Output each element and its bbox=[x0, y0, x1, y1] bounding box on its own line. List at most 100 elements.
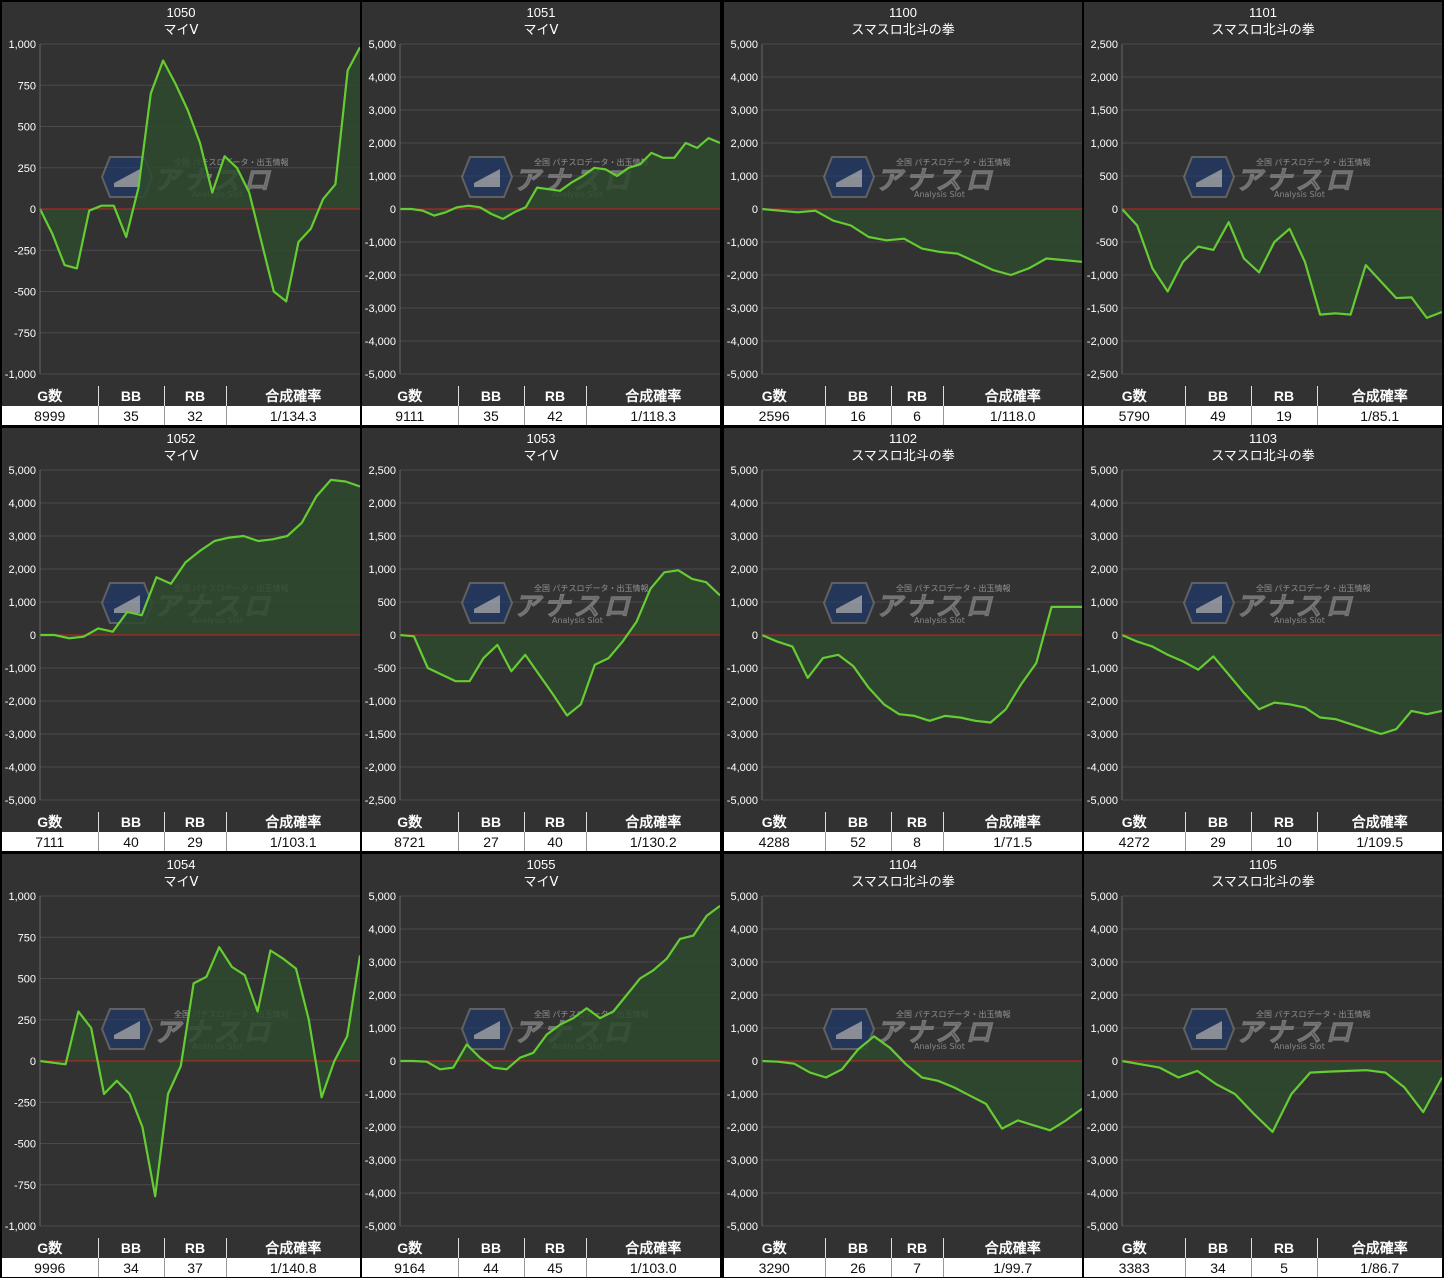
value-bb: 49 bbox=[1185, 406, 1252, 425]
y-tick-label: 4,000 bbox=[730, 72, 758, 84]
y-tick-label: -500 bbox=[374, 663, 396, 675]
header-rate: 合成確率 bbox=[586, 386, 720, 406]
header-bb: BB bbox=[458, 812, 525, 832]
chart: 1103 スマスロ北斗の拳 5,000 4,000 3,000 2,000 1,000 0 -1… bbox=[1087, 431, 1442, 807]
y-tick-label: -1,000 bbox=[5, 663, 36, 675]
y-tick-label: 5,000 bbox=[8, 465, 36, 477]
area-fill bbox=[1122, 1061, 1442, 1132]
y-tick-label: 1,000 bbox=[8, 891, 36, 903]
watermark-tagline: 全国 パチスロデータ・出玉情報 bbox=[534, 583, 649, 593]
header-rb: RB bbox=[524, 812, 587, 832]
area-fill bbox=[40, 47, 360, 302]
machine-number: 1103 bbox=[1249, 431, 1277, 446]
header-games: G数 bbox=[1084, 812, 1186, 832]
chart: 1055 マイV 5,000 4,000 3,000 2,000 1,000 0 -1,000 -… bbox=[365, 857, 720, 1233]
header-rb: RB bbox=[891, 386, 944, 406]
y-tick-label: -4,000 bbox=[1087, 762, 1118, 774]
y-tick-label: 2,000 bbox=[1090, 72, 1118, 84]
y-tick-label: -2,000 bbox=[365, 762, 396, 774]
header-rb: RB bbox=[1251, 386, 1318, 406]
value-rb: 5 bbox=[1251, 1258, 1318, 1277]
y-tick-label: -2,000 bbox=[365, 270, 396, 282]
y-tick-label: 2,000 bbox=[730, 564, 758, 576]
y-tick-label: -5,000 bbox=[1087, 1221, 1118, 1233]
y-tick-label: -3,000 bbox=[365, 1155, 396, 1167]
y-tick-label: 5,000 bbox=[1090, 465, 1118, 477]
y-tick-label: -5,000 bbox=[727, 1221, 758, 1233]
y-tick-label: 1,000 bbox=[368, 1023, 396, 1035]
header-games: G数 bbox=[362, 386, 459, 406]
watermark-sub: Analysis Slot bbox=[552, 616, 603, 625]
series-line bbox=[400, 137, 720, 220]
y-tick-label: 0 bbox=[1112, 204, 1118, 216]
y-tick-label: 2,000 bbox=[368, 990, 396, 1002]
value-bb: 34 bbox=[98, 1258, 165, 1277]
y-tick-label: 3,000 bbox=[368, 105, 396, 117]
machine-number: 1104 bbox=[889, 857, 917, 872]
y-tick-label: -750 bbox=[14, 1180, 36, 1192]
header-rate: 合成確率 bbox=[1317, 386, 1442, 406]
watermark-brand: アナスロ bbox=[1236, 592, 1355, 622]
y-tick-label: 2,000 bbox=[730, 990, 758, 1002]
header-bb: BB bbox=[1185, 1238, 1252, 1258]
value-games: 2596 bbox=[724, 406, 826, 425]
value-rb: 10 bbox=[1251, 832, 1318, 851]
y-tick-label: 1,000 bbox=[730, 1023, 758, 1035]
y-tick-label: 750 bbox=[18, 80, 36, 92]
chart: 1102 スマスロ北斗の拳 5,000 4,000 3,000 2,000 1,000 0 -1… bbox=[727, 431, 1082, 807]
y-tick-label: -2,500 bbox=[1087, 369, 1118, 381]
machine-panel: 1054 マイV 1,000 750 500 250 0 -250 -500 -750 -1,000… bbox=[2, 854, 360, 1277]
machine-panel: 1051 マイV 5,000 4,000 3,000 2,000 1,000 0 -1,000 -… bbox=[362, 2, 720, 425]
y-tick-label: -4,000 bbox=[1087, 1188, 1118, 1200]
watermark-sub: Analysis Slot bbox=[1274, 190, 1325, 199]
watermark-sub: Analysis Slot bbox=[1274, 616, 1325, 625]
machine-panel: 1050 マイV 1,000 750 500 250 0 -250 -500 -750 -1,000… bbox=[2, 2, 360, 425]
y-tick-label: -5,000 bbox=[365, 369, 396, 381]
machine-model: マイV bbox=[524, 449, 559, 464]
y-tick-label: 0 bbox=[390, 204, 396, 216]
machine-panel: 1053 マイV 2,500 2,000 1,500 1,000 500 0 -500 -1,00… bbox=[362, 428, 720, 851]
y-tick-label: 0 bbox=[390, 1056, 396, 1068]
value-rb: 45 bbox=[524, 1258, 587, 1277]
header-games: G数 bbox=[724, 812, 826, 832]
machine-model: スマスロ北斗の拳 bbox=[1211, 22, 1315, 38]
machine-panel: 1052 マイV 5,000 4,000 3,000 2,000 1,000 0 -1,000 -… bbox=[2, 428, 360, 851]
y-tick-label: -4,000 bbox=[727, 336, 758, 348]
value-bb: 16 bbox=[825, 406, 892, 425]
header-rb: RB bbox=[164, 386, 227, 406]
value-rb: 6 bbox=[891, 406, 944, 425]
machine-number: 1105 bbox=[1249, 857, 1277, 872]
y-tick-label: -250 bbox=[14, 1097, 36, 1109]
area-fill bbox=[400, 905, 720, 1070]
y-tick-label: 1,000 bbox=[730, 597, 758, 609]
y-tick-label: 2,000 bbox=[368, 498, 396, 510]
y-tick-label: 2,000 bbox=[1090, 990, 1118, 1002]
y-tick-label: 3,000 bbox=[368, 957, 396, 969]
machine-number: 1055 bbox=[527, 857, 556, 872]
y-tick-label: 0 bbox=[752, 630, 758, 642]
stats-table: G数 BB RB 合成確率 4288 52 8 1/71.5 bbox=[724, 812, 1082, 851]
value-rate: 1/134.3 bbox=[226, 406, 360, 425]
chart: 1050 マイV 1,000 750 500 250 0 -250 -500 -750 -1,000… bbox=[5, 5, 360, 381]
machine-number: 1053 bbox=[527, 431, 556, 446]
y-tick-label: 750 bbox=[18, 932, 36, 944]
chart: 1101 スマスロ北斗の拳 2,500 2,000 1,500 1,000 500 0 -500… bbox=[1087, 5, 1442, 381]
machine-panel: 1105 スマスロ北斗の拳 5,000 4,000 3,000 2,000 1,000 0 -1… bbox=[1084, 854, 1442, 1277]
y-tick-label: -2,000 bbox=[1087, 696, 1118, 708]
y-tick-label: 0 bbox=[1112, 630, 1118, 642]
y-tick-label: -3,000 bbox=[727, 303, 758, 315]
header-rate: 合成確率 bbox=[226, 386, 360, 406]
y-tick-label: 4,000 bbox=[1090, 498, 1118, 510]
y-tick-label: -1,000 bbox=[5, 369, 36, 381]
y-tick-label: 500 bbox=[18, 974, 36, 986]
header-rate: 合成確率 bbox=[1317, 1238, 1442, 1258]
stats-table: G数 BB RB 合成確率 9111 35 42 1/118.3 bbox=[362, 386, 720, 425]
chart: 1105 スマスロ北斗の拳 5,000 4,000 3,000 2,000 1,000 0 -1… bbox=[1087, 857, 1442, 1233]
machine-number: 1100 bbox=[889, 5, 917, 20]
header-games: G数 bbox=[2, 386, 99, 406]
machine-model: マイV bbox=[164, 449, 199, 464]
y-tick-label: 1,000 bbox=[368, 564, 396, 576]
